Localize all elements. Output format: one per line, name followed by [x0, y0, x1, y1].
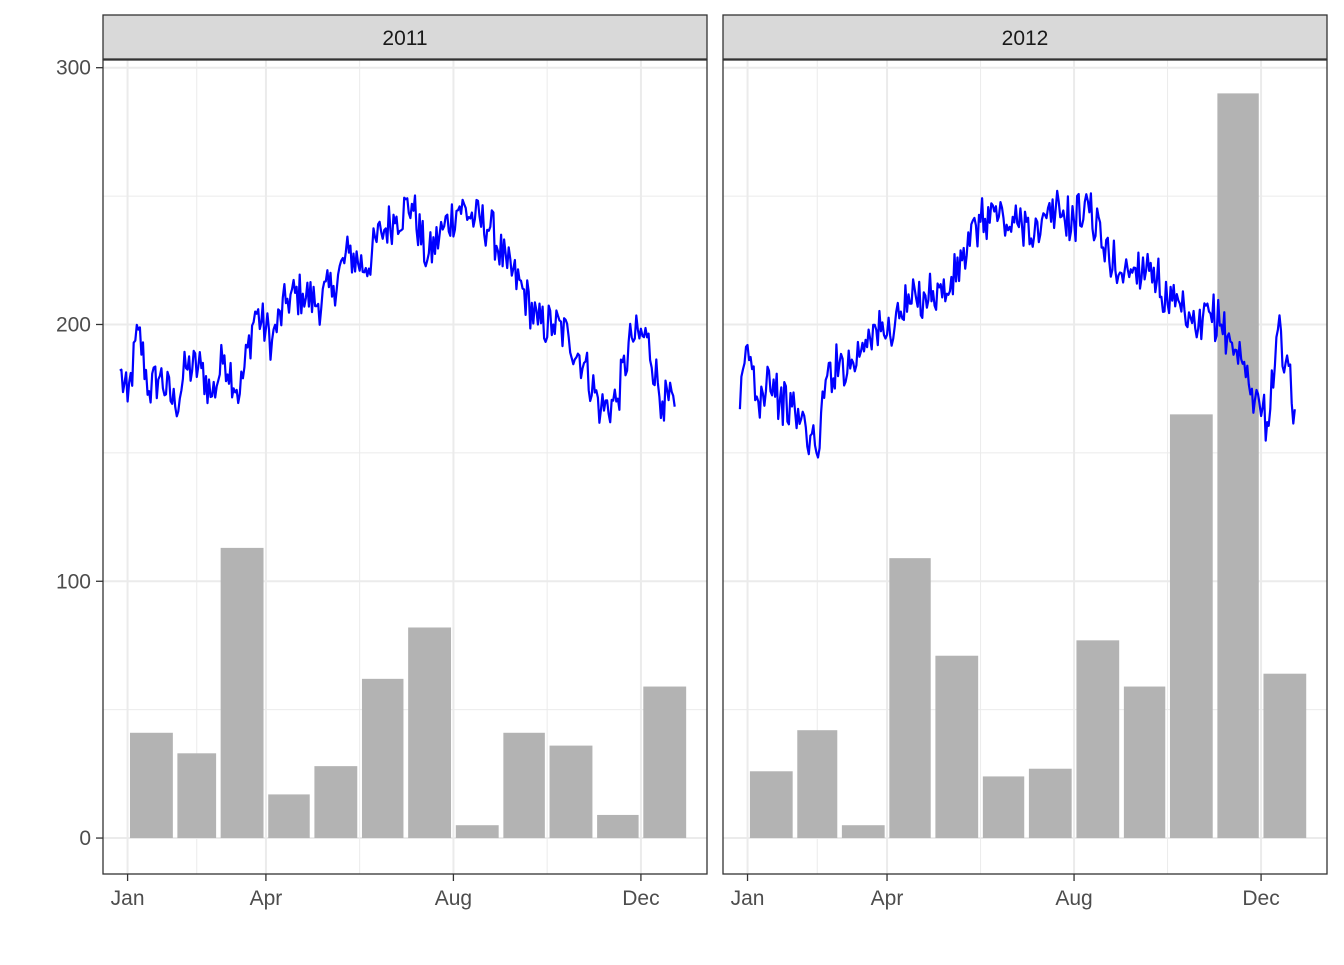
- bar-month-11: [1217, 93, 1259, 839]
- bar-month-4: [268, 794, 310, 839]
- bar-month-5: [314, 766, 358, 839]
- bar-month-8: [1076, 640, 1120, 839]
- series-line: [738, 189, 1296, 459]
- bar-month-7: [1028, 768, 1072, 839]
- bar-month-8: [455, 825, 499, 839]
- bar-month-6: [361, 678, 404, 839]
- bar-month-6: [982, 776, 1025, 839]
- bar-month-12: [1263, 673, 1307, 839]
- bar-month-9: [1123, 686, 1166, 839]
- x-tick-label-apr: Apr: [250, 887, 283, 910]
- x-tick-label-aug: Aug: [435, 887, 472, 910]
- bar-month-10: [549, 745, 593, 839]
- bar-month-2: [177, 753, 217, 839]
- bar-month-3: [841, 825, 885, 839]
- bar-month-9: [503, 732, 545, 839]
- bar-month-1: [129, 732, 173, 839]
- facet-strip: [722, 14, 1328, 60]
- facet-strip-label: 2011: [382, 27, 427, 50]
- x-tick-label-apr: Apr: [871, 887, 904, 910]
- bar-month-10: [1169, 414, 1213, 839]
- bar-month-2: [797, 730, 838, 839]
- bar-month-11: [597, 814, 639, 839]
- panel-border: [102, 59, 708, 875]
- bar-month-7: [408, 627, 452, 839]
- y-tick-label-0: 0: [79, 827, 91, 850]
- facet-strip: [102, 14, 708, 60]
- bar-month-1: [749, 771, 793, 839]
- bar-month-3: [220, 547, 264, 839]
- bar-month-5: [935, 655, 979, 839]
- panel-border: [722, 59, 1328, 875]
- x-tick-label-aug: Aug: [1055, 887, 1092, 910]
- x-tick-label-jan: Jan: [731, 887, 765, 910]
- y-tick-label-300: 300: [56, 57, 91, 80]
- y-tick-label-200: 200: [56, 313, 91, 336]
- panel-background: [103, 60, 707, 874]
- x-tick-label-dec: Dec: [622, 887, 659, 910]
- y-tick-label-100: 100: [56, 570, 91, 593]
- facet-strip-label: 2012: [1002, 27, 1049, 50]
- x-tick-label-jan: Jan: [111, 887, 145, 910]
- series-line: [119, 194, 676, 424]
- x-tick-label-dec: Dec: [1242, 887, 1279, 910]
- bar-month-4: [889, 558, 931, 839]
- bar-month-12: [643, 686, 687, 839]
